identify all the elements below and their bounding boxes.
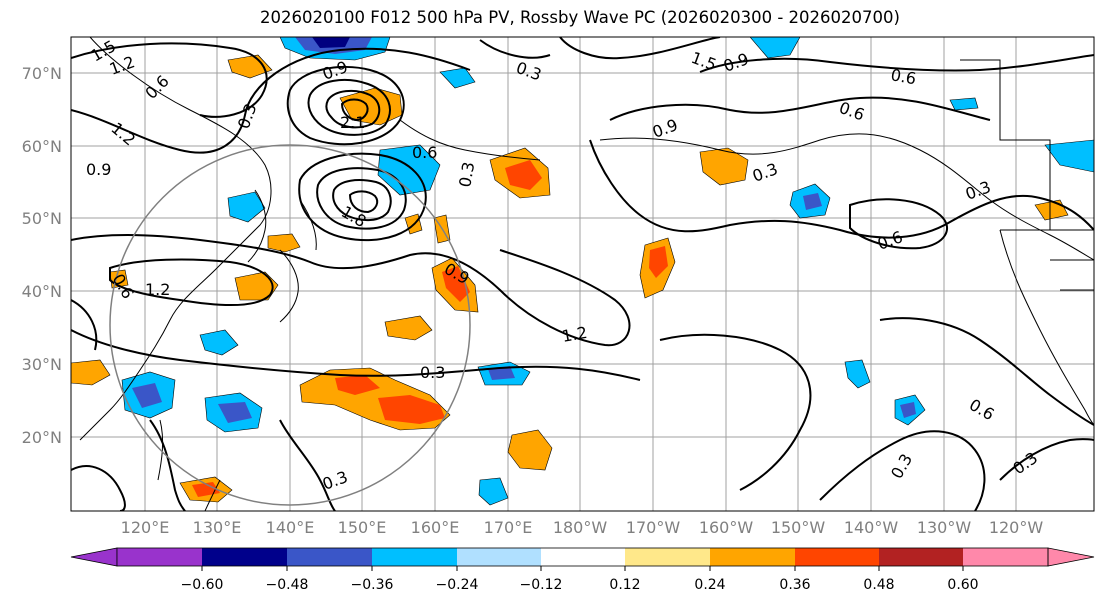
lat-label: 30°N xyxy=(22,355,62,374)
colorbar: −0.60 −0.48 −0.36 −0.24 −0.12 0.12 0.24 … xyxy=(70,547,1095,593)
colorbar-segment xyxy=(541,548,625,566)
reference-circle xyxy=(109,144,471,506)
shade-pos-subtropic-core2 xyxy=(335,375,380,395)
colorbar-extend-high xyxy=(1047,547,1095,567)
pv-contours xyxy=(71,37,1094,511)
colorbar-tick-label: 0.24 xyxy=(694,577,725,593)
lon-label: 160°W xyxy=(699,518,754,537)
shade-pos-lat30 xyxy=(71,359,111,386)
colorbar-segment xyxy=(287,548,372,566)
colorbar-tick-label: 0.48 xyxy=(863,577,894,593)
shade-pos-westpac xyxy=(384,315,433,341)
lat-label: 40°N xyxy=(22,282,62,301)
shade-pos-subtropic-core xyxy=(378,395,445,424)
shade-pos-pacific-core xyxy=(649,246,668,278)
shade-neg-arctic-east xyxy=(749,37,801,59)
colorbar-tick-label: −0.36 xyxy=(351,577,394,593)
contour-label: 0.6 xyxy=(889,65,917,88)
lon-label: 180°W xyxy=(553,518,608,537)
lat-label: 50°N xyxy=(22,209,62,228)
lon-label: 160°E xyxy=(411,518,460,537)
shade-neg-epac-core xyxy=(900,402,916,418)
contour-label: 0.3 xyxy=(455,160,478,188)
lon-label: 130°W xyxy=(917,518,972,537)
lon-label: 150°W xyxy=(771,518,826,537)
lon-label: 150°E xyxy=(338,518,387,537)
shade-pos-aleutian-core xyxy=(505,160,542,190)
shade-neg-sub xyxy=(478,477,509,506)
lon-label: 130°E xyxy=(193,518,242,537)
colorbar-segment xyxy=(963,548,1048,566)
colorbar-segment xyxy=(710,548,795,566)
lat-label: 70°N xyxy=(22,64,62,83)
shade-pos-mid xyxy=(507,429,553,471)
colorbar-tick-label: 0.36 xyxy=(779,577,810,593)
shade-pos-alaska xyxy=(699,147,749,186)
shade-pos-eastchina xyxy=(234,271,279,301)
shade-neg-china-core xyxy=(132,383,162,408)
shade-neg-arctic2 xyxy=(439,67,476,89)
lon-label: 170°E xyxy=(484,518,533,537)
colorbar-tick-label: −0.12 xyxy=(520,577,563,593)
map-panel xyxy=(70,36,1095,512)
colorbar-frame xyxy=(116,547,1049,567)
shade-pos-japan-east-core xyxy=(442,266,470,302)
contour-label: 0.6 xyxy=(412,143,437,162)
longitude-labels: 120°E 130°E 140°E 150°E 160°E 170°E 180°… xyxy=(121,518,1044,537)
colorbar-segment xyxy=(795,548,879,566)
map-frame xyxy=(70,36,1095,512)
map-background xyxy=(71,37,1094,511)
lon-label: 140°W xyxy=(844,518,899,537)
contour-label: 0.3 xyxy=(420,363,445,382)
shade-neg-hawaii xyxy=(844,359,871,389)
contour-label: 2.1 xyxy=(340,113,365,132)
contour-label: 0.9 xyxy=(86,160,111,179)
shade-neg-northpole-deep xyxy=(312,37,350,48)
shade-neg-arctic3 xyxy=(949,97,979,111)
contour-label: 1.2 xyxy=(560,323,588,346)
lon-label: 120°W xyxy=(989,518,1044,537)
colorbar-segment xyxy=(457,548,541,566)
colorbar-tick-label: −0.48 xyxy=(266,577,309,593)
colorbar-tick-label: −0.24 xyxy=(436,577,479,593)
colorbar-segment xyxy=(372,548,457,566)
colorbar-segment xyxy=(879,548,963,566)
contour-label: 1.2 xyxy=(145,280,170,299)
lat-label: 60°N xyxy=(22,137,62,156)
lon-label: 120°E xyxy=(121,518,170,537)
colorbar-tick-label: 0.12 xyxy=(609,577,640,593)
lon-label: 140°E xyxy=(266,518,315,537)
shade-neg-gulf-core xyxy=(803,193,822,210)
latitude-labels: 70°N 60°N 50°N 40°N 30°N 20°N xyxy=(22,64,62,447)
colorbar-tick-label: −0.60 xyxy=(181,577,224,593)
colorbar-segment xyxy=(202,548,287,566)
colorbar-extend-low xyxy=(70,547,118,567)
shade-pos-japan-sea xyxy=(267,233,301,253)
map-title: 2026020100 F012 500 hPa PV, Rossby Wave … xyxy=(260,8,900,27)
shade-neg-japan-west xyxy=(227,191,266,223)
lon-label: 170°W xyxy=(626,518,681,537)
colorbar-tick-label: 0.60 xyxy=(947,577,978,593)
colorbar-segment xyxy=(117,548,202,566)
lat-label: 20°N xyxy=(22,428,62,447)
shade-neg-philippines xyxy=(199,329,239,356)
shade-neg-canada xyxy=(1044,139,1094,173)
colorbar-segment xyxy=(625,548,710,566)
shade-neg-luzon-core xyxy=(218,402,252,423)
shade-neg-midpac-core xyxy=(488,366,515,380)
